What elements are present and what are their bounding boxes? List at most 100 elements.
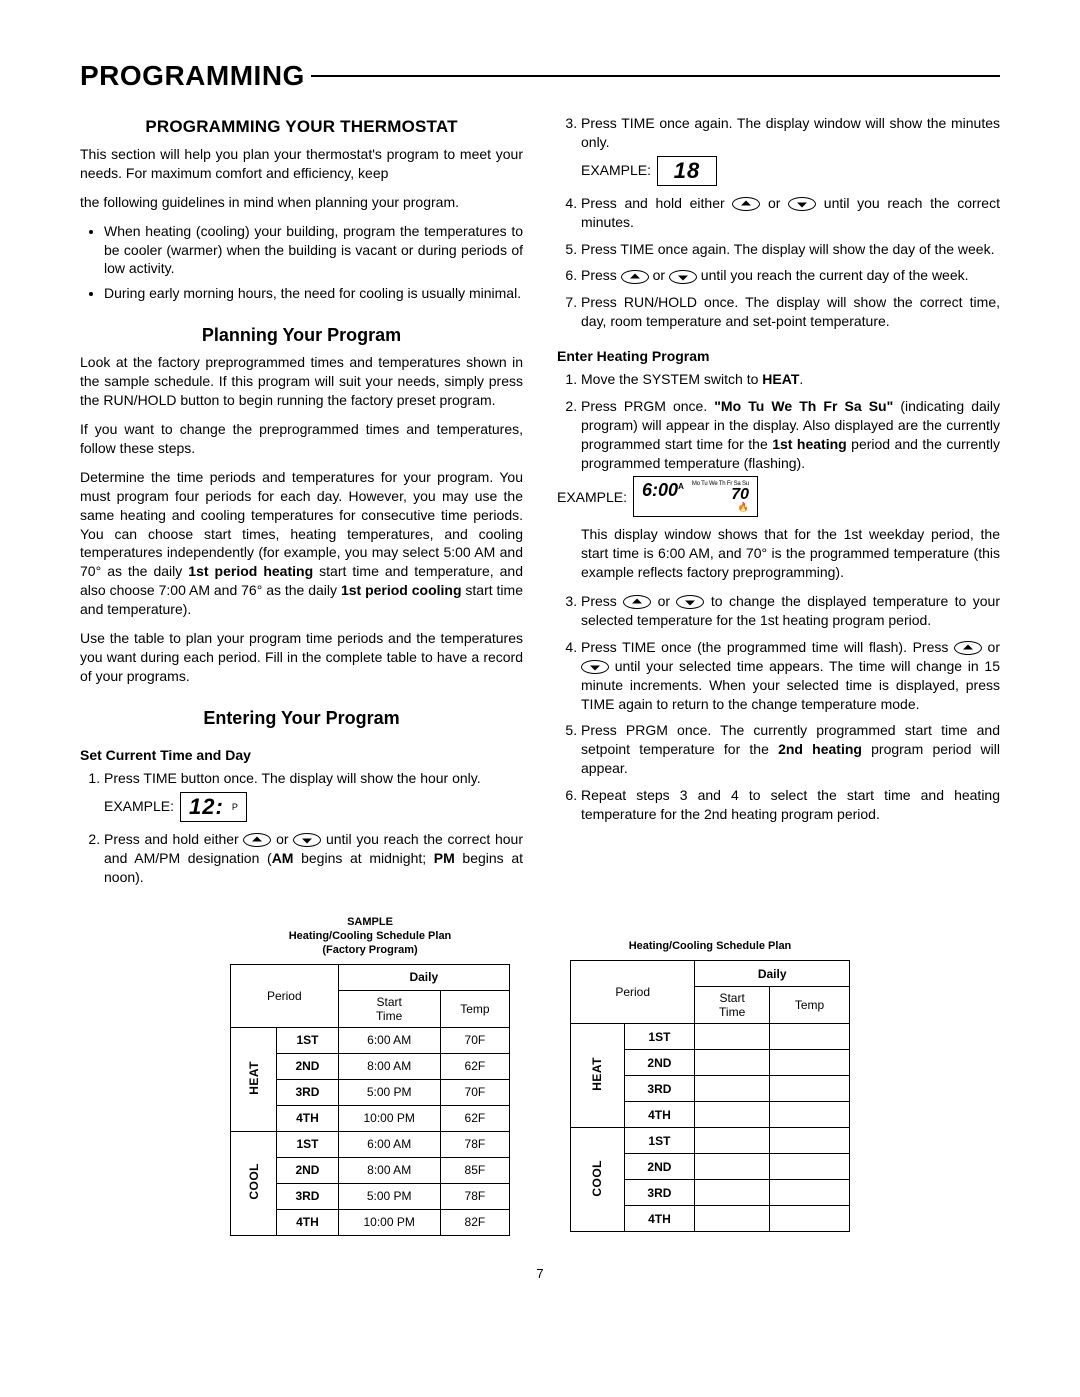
empty-cell <box>769 1180 849 1206</box>
title-rule <box>311 75 1000 77</box>
content-columns: PROGRAMMING YOUR THERMOSTAT This section… <box>80 110 1000 896</box>
temp-cell: 70F <box>440 1079 509 1105</box>
heat-label-cell: HEAT <box>571 1024 625 1128</box>
subtitle-programming-thermostat: PROGRAMMING YOUR THERMOSTAT <box>80 116 523 139</box>
lcd3-time-val: 6:00 <box>642 480 678 500</box>
step-6: Press or until you reach the current day… <box>581 266 1000 285</box>
bullet-2: During early morning hours, the need for… <box>104 284 523 303</box>
step-2-f: PM <box>434 850 455 866</box>
empty-cell <box>695 1076 770 1102</box>
step-6-c: until you reach the current day of the w… <box>697 267 969 283</box>
time-cell: 6:00 AM <box>338 1131 440 1157</box>
hdr-temp: Temp <box>769 987 849 1024</box>
intro-p1: This section will help you plan your the… <box>80 145 523 183</box>
down-arrow-icon <box>788 197 816 211</box>
hp1c: . <box>799 371 803 387</box>
intro-p2: the following guidelines in mind when pl… <box>80 193 523 212</box>
heat-label-cell: HEAT <box>231 1027 277 1131</box>
time-cell: 10:00 PM <box>338 1105 440 1131</box>
lcd1-digits: 12: <box>189 792 224 822</box>
hp4a: Press TIME once (the programmed time wil… <box>581 639 954 655</box>
example-3-label: EXAMPLE: <box>557 488 627 507</box>
table-row: HEAT 1ST 6:00 AM 70F <box>231 1027 510 1053</box>
temp-cell: 82F <box>440 1209 509 1235</box>
heading-planning: Planning Your Program <box>80 323 523 347</box>
temp-cell: 62F <box>440 1053 509 1079</box>
period-cell: 3RD <box>624 1180 695 1206</box>
set-time-steps-cont: Press TIME once again. The display windo… <box>557 114 1000 331</box>
step-3: Press TIME once again. The display windo… <box>581 114 1000 186</box>
table-row: Period Daily <box>231 964 510 990</box>
empty-cell <box>695 1154 770 1180</box>
time-cell: 8:00 AM <box>338 1157 440 1183</box>
temp-cell: 62F <box>440 1105 509 1131</box>
sample-table-caption: SAMPLE Heating/Cooling Schedule Plan (Fa… <box>230 916 510 957</box>
bullet-1: When heating (cooling) your building, pr… <box>104 222 523 279</box>
step-4: Press and hold either or until you reach… <box>581 194 1000 232</box>
cool-vlabel: COOL <box>247 1163 261 1200</box>
lcd2-digits: 18 <box>674 156 700 186</box>
planning-p4: Use the table to plan your program time … <box>80 629 523 686</box>
hp4b: or <box>982 639 1000 655</box>
empty-cell <box>695 1180 770 1206</box>
hp1b: HEAT <box>762 371 799 387</box>
step-4-a: Press and hold either <box>581 195 732 211</box>
lcd3-ampm: A <box>678 482 684 491</box>
up-arrow-icon <box>623 595 651 609</box>
step-1: Press TIME button once. The display will… <box>104 769 523 822</box>
cap1-l3: (Factory Program) <box>322 944 417 956</box>
heat-step-4: Press TIME once (the programmed time wil… <box>581 638 1000 714</box>
set-time-steps: Press TIME button once. The display will… <box>80 769 523 887</box>
time-cell: 8:00 AM <box>338 1053 440 1079</box>
period-cell: 4TH <box>624 1206 695 1232</box>
heat-step-6: Repeat steps 3 and 4 to select the start… <box>581 786 1000 824</box>
hp4c: until your selected time appears. The ti… <box>581 658 1000 712</box>
lcd-example-1: 12: P <box>180 792 247 822</box>
period-cell: 2ND <box>277 1157 338 1183</box>
step-6-a: Press <box>581 267 621 283</box>
empty-cell <box>695 1102 770 1128</box>
subhead-set-time: Set Current Time and Day <box>80 746 523 765</box>
time-cell: 6:00 AM <box>338 1027 440 1053</box>
up-arrow-icon <box>621 270 649 284</box>
temp-cell: 78F <box>440 1131 509 1157</box>
example-2-row: EXAMPLE: 18 <box>581 156 1000 186</box>
heat-step-5: Press PRGM once. The currently programme… <box>581 721 1000 778</box>
time-cell: 5:00 PM <box>338 1079 440 1105</box>
hdr-start: Start Time <box>338 990 440 1027</box>
guideline-bullets: When heating (cooling) your building, pr… <box>80 222 523 304</box>
time-cell: 5:00 PM <box>338 1183 440 1209</box>
hp2f: This display window shows that for the 1… <box>581 525 1000 582</box>
hdr-start: Start Time <box>695 987 770 1024</box>
up-arrow-icon <box>732 197 760 211</box>
table-row: COOL1ST <box>571 1128 850 1154</box>
planning-p3: Determine the time periods and temperatu… <box>80 468 523 619</box>
period-cell: 1ST <box>624 1024 695 1050</box>
sample-table-block: SAMPLE Heating/Cooling Schedule Plan (Fa… <box>230 916 510 1235</box>
flame-icon: 🔥 <box>738 503 749 512</box>
table-row: Period Daily <box>571 961 850 987</box>
period-cell: 4TH <box>624 1102 695 1128</box>
hp2a: Press PRGM once. <box>581 398 714 414</box>
heat-vlabel: HEAT <box>247 1061 261 1095</box>
lcd3-temp-val: 70 <box>731 486 749 503</box>
cap1-l2: Heating/Cooling Schedule Plan <box>289 930 452 942</box>
table-row: COOL 1ST 6:00 AM 78F <box>231 1131 510 1157</box>
blank-table-block: Heating/Cooling Schedule Plan Period Dai… <box>570 916 850 1235</box>
hp5b: 2nd heating <box>778 741 862 757</box>
lcd1-suffix: P <box>232 801 238 813</box>
step-2-d: AM <box>272 850 294 866</box>
blank-schedule-table: Period Daily Start Time Temp HEAT1ST 2ND… <box>570 960 850 1232</box>
lcd-example-3: 6:00A Mo Tu We Th Fr Sa Su 70 🔥 <box>633 476 758 517</box>
empty-cell <box>695 1024 770 1050</box>
page-number: 7 <box>80 1266 1000 1281</box>
empty-cell <box>769 1024 849 1050</box>
step-2: Press and hold either or until you reach… <box>104 830 523 887</box>
empty-cell <box>769 1076 849 1102</box>
step-2-a: Press and hold either <box>104 831 243 847</box>
time-cell: 10:00 PM <box>338 1209 440 1235</box>
table-row: HEAT1ST <box>571 1024 850 1050</box>
step-4-b: or <box>760 195 788 211</box>
heat-step-3: Press or to change the displayed tempera… <box>581 592 1000 630</box>
cap1-l1: SAMPLE <box>347 916 393 928</box>
